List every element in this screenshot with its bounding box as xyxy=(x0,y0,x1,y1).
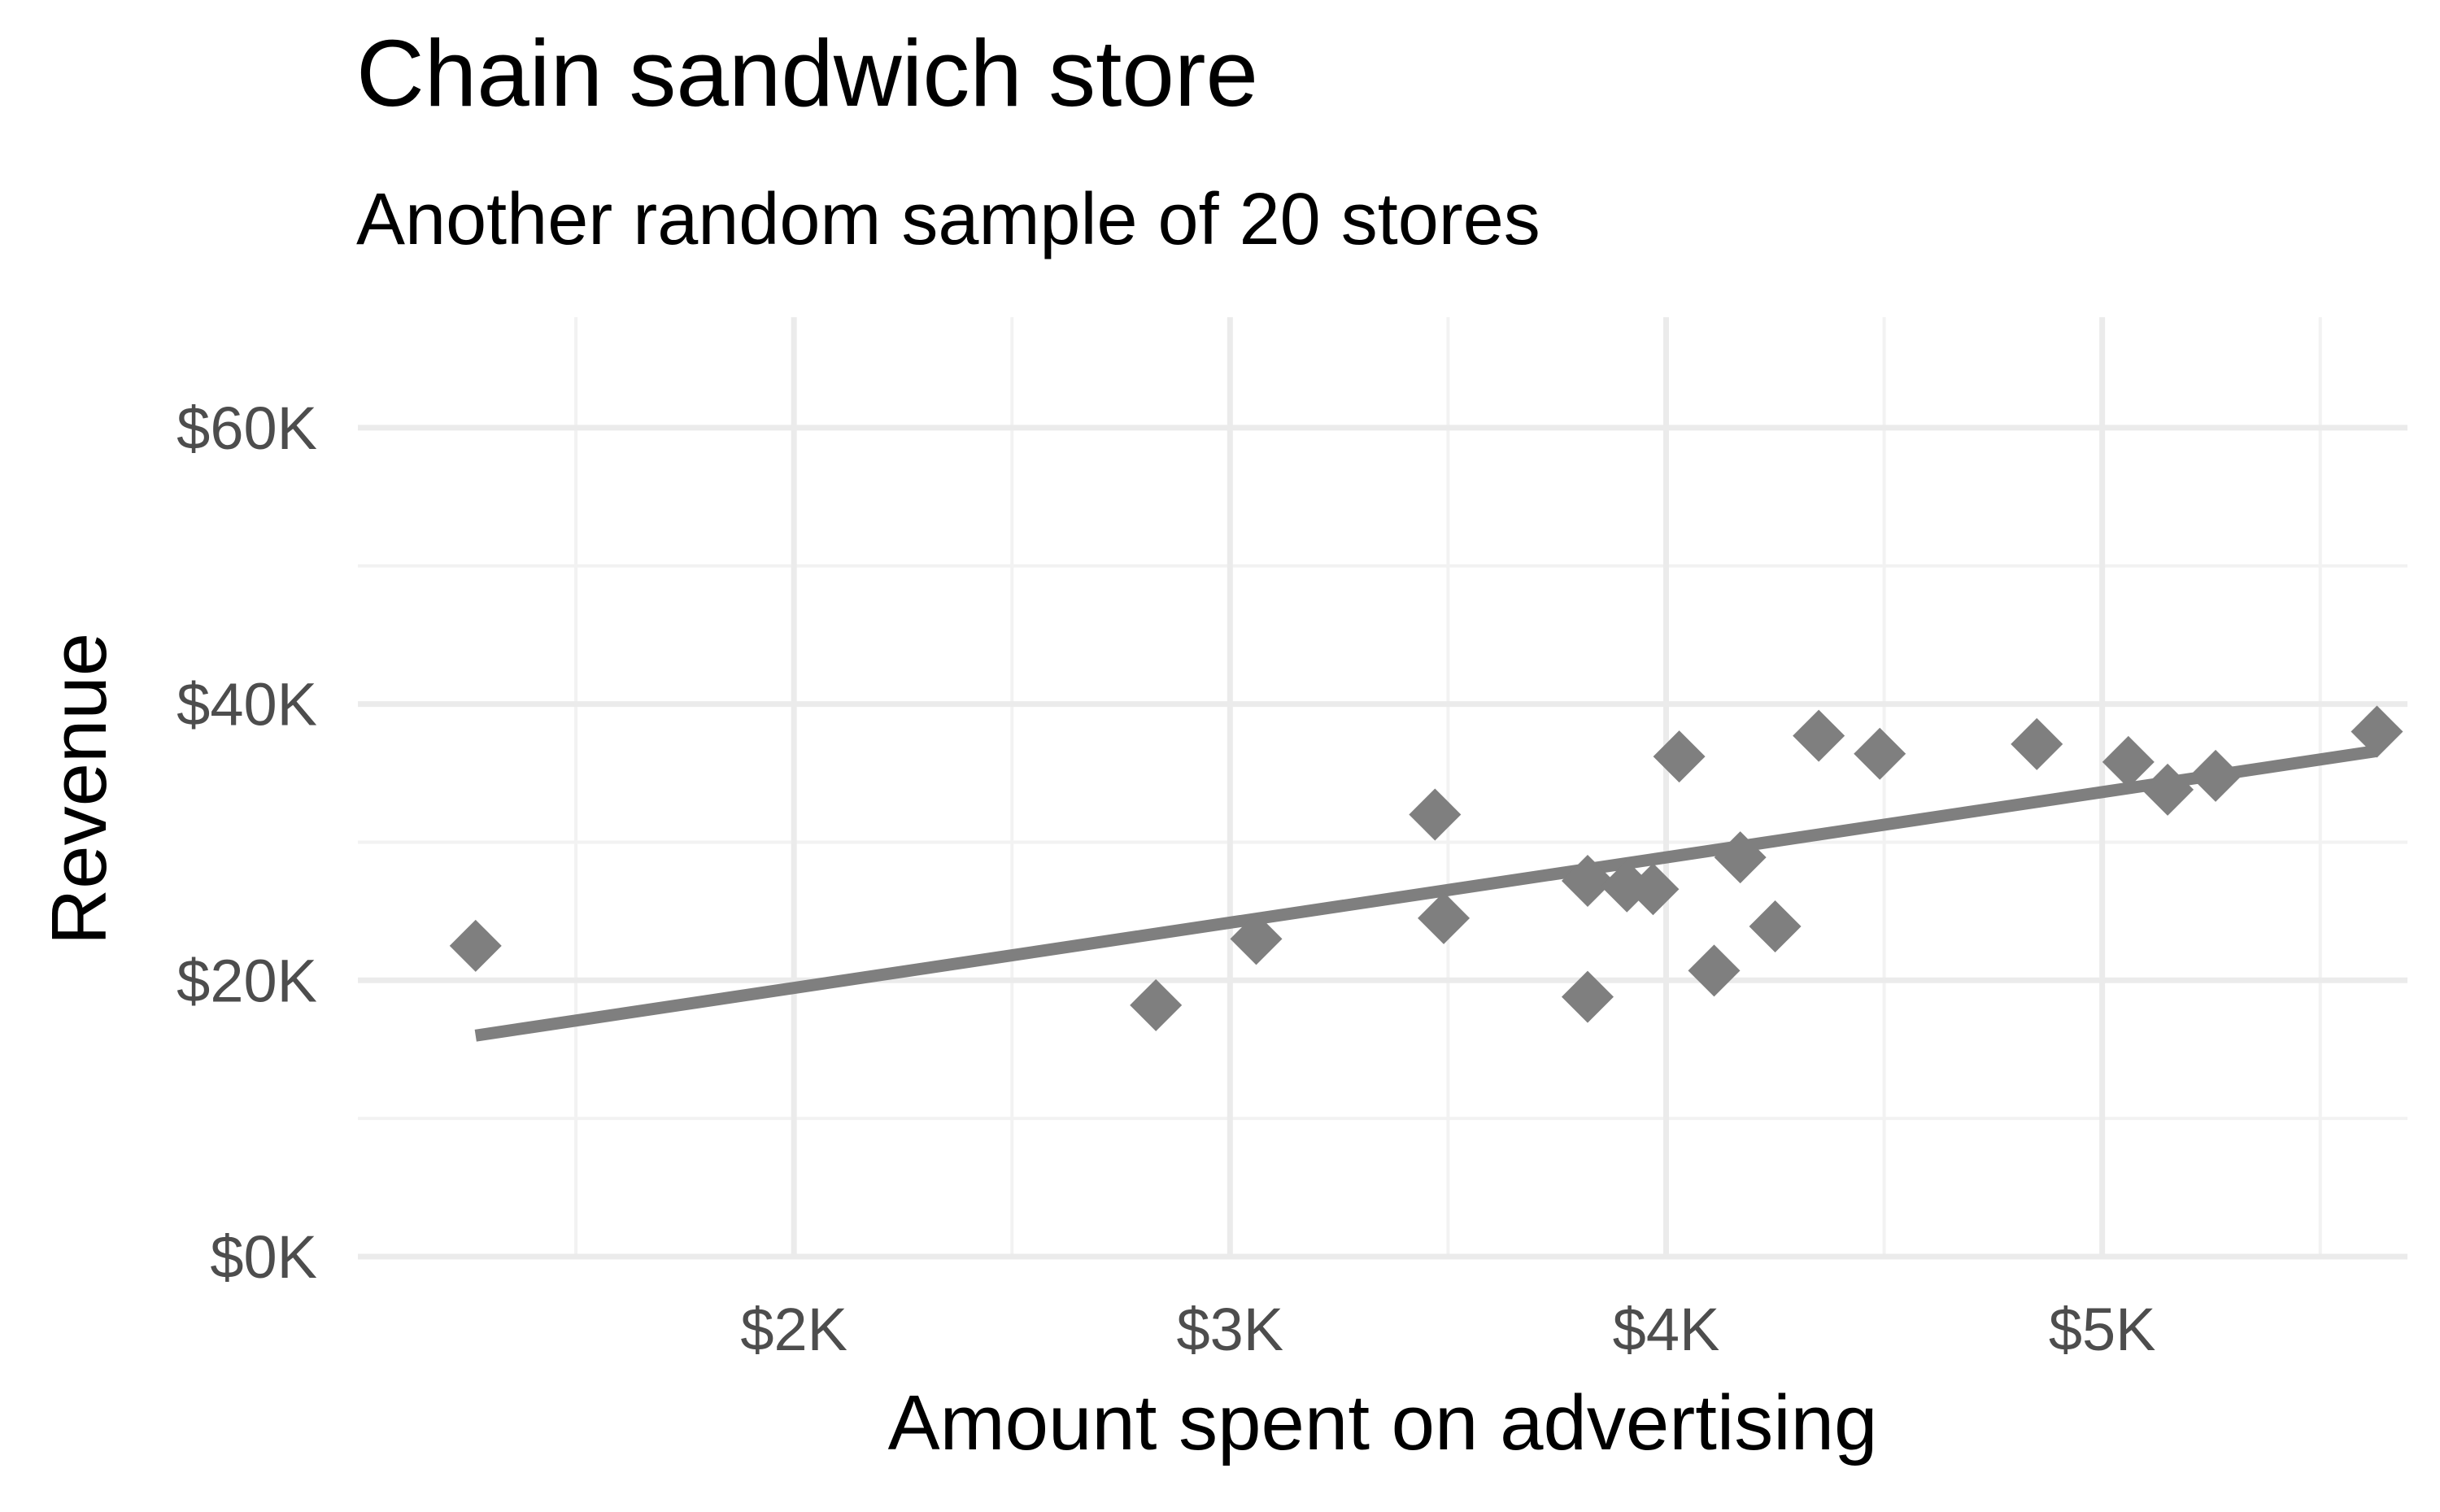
data-point xyxy=(1688,944,1741,997)
x-tick-label: $4K xyxy=(1613,1296,1720,1363)
y-tick-label: $40K xyxy=(176,671,317,739)
data-points xyxy=(449,705,2403,1031)
chart-title: Chain sandwich store xyxy=(356,20,1258,126)
data-point xyxy=(1627,863,1680,916)
data-point xyxy=(2351,705,2403,758)
data-point xyxy=(1854,727,1906,780)
y-tick-label: $60K xyxy=(176,394,317,462)
data-point xyxy=(1749,900,1802,953)
data-point xyxy=(1418,891,1471,944)
data-point xyxy=(2102,735,2155,788)
data-point xyxy=(2189,749,2242,802)
x-axis-title: Amount spent on advertising xyxy=(888,1379,1878,1466)
data-point xyxy=(1562,855,1614,907)
data-point xyxy=(2011,717,2063,770)
regression-line xyxy=(474,744,2378,1042)
major-gridlines xyxy=(358,317,2407,1260)
y-axis-tick-labels: $0K $20K $40K $60K xyxy=(176,394,317,1291)
x-tick-label: $2K xyxy=(740,1296,847,1363)
data-point xyxy=(1714,831,1767,884)
data-point xyxy=(1230,913,1283,965)
data-point xyxy=(1793,709,1845,762)
data-point xyxy=(1562,970,1614,1023)
y-axis-title: Revenue xyxy=(36,633,123,945)
data-point xyxy=(1409,788,1462,841)
fit-line-layer xyxy=(474,744,2378,1042)
x-tick-label: $5K xyxy=(2049,1296,2156,1363)
data-point xyxy=(1653,730,1706,783)
data-point xyxy=(1130,978,1183,1031)
data-point xyxy=(2142,763,2194,816)
minor-gridlines xyxy=(358,317,2407,1257)
x-tick-label: $3K xyxy=(1177,1296,1284,1363)
x-axis-tick-labels: $2K $3K $4K $5K xyxy=(740,1296,2155,1363)
y-tick-label: $20K xyxy=(176,947,317,1014)
data-point xyxy=(449,919,502,972)
chart-subtitle: Another random sample of 20 stores xyxy=(356,179,1540,260)
y-tick-label: $0K xyxy=(210,1223,317,1291)
